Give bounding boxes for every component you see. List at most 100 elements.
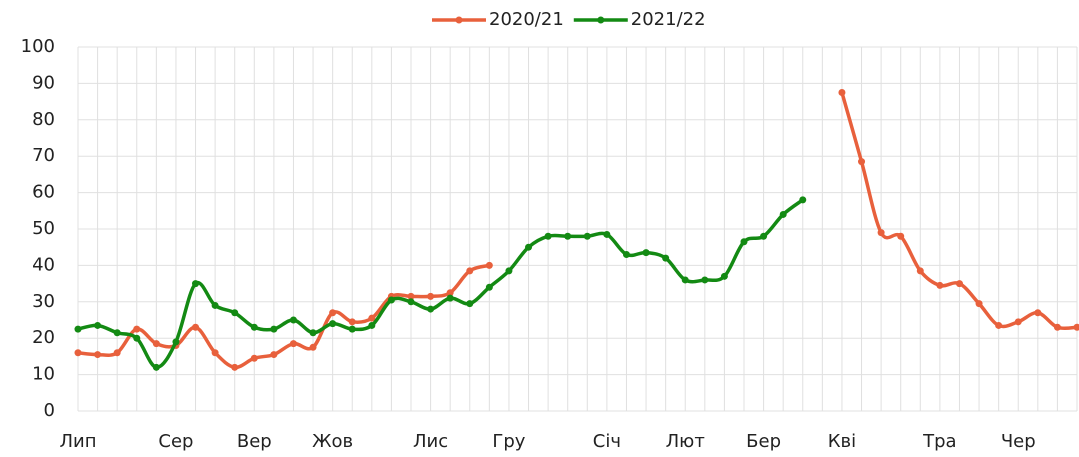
legend-marker (455, 16, 463, 24)
x-tick-label: Бер (746, 431, 781, 452)
point (368, 314, 376, 322)
point (427, 292, 435, 300)
point (466, 267, 474, 275)
point (192, 323, 200, 331)
point (133, 334, 141, 342)
x-tick-label: Кві (828, 431, 856, 452)
point (485, 283, 493, 291)
point (485, 261, 493, 269)
point (681, 276, 689, 284)
series-line (77, 198, 804, 370)
point (192, 280, 200, 288)
point (250, 354, 258, 362)
point (975, 300, 983, 308)
y-tick-label: 0 (44, 400, 55, 421)
point (113, 329, 121, 337)
point (94, 321, 102, 329)
point (897, 232, 905, 240)
y-tick-label: 50 (32, 218, 55, 239)
point (250, 323, 258, 331)
legend-marker (597, 16, 605, 24)
point (1014, 318, 1022, 326)
x-tick-label: Тра (922, 431, 956, 452)
point (407, 292, 415, 300)
point (858, 158, 866, 166)
point (995, 321, 1003, 329)
y-tick-label: 100 (21, 36, 55, 57)
y-tick-label: 80 (32, 109, 55, 130)
point (152, 363, 160, 371)
point (1034, 309, 1042, 317)
y-tick-label: 10 (32, 364, 55, 385)
point (662, 254, 670, 262)
point (838, 89, 846, 96)
point (1053, 323, 1061, 331)
point (955, 280, 963, 288)
point (1073, 323, 1079, 331)
x-tick-label: Чер (1001, 431, 1036, 452)
point (799, 196, 807, 204)
point (309, 329, 317, 337)
point (740, 238, 748, 246)
point (407, 298, 415, 306)
point (348, 325, 356, 333)
y-tick-label: 40 (32, 254, 55, 275)
point (387, 296, 395, 304)
y-tick-label: 60 (32, 182, 55, 203)
point (427, 305, 435, 313)
point (152, 340, 160, 348)
point (720, 272, 728, 280)
point (309, 343, 317, 351)
point (446, 289, 454, 297)
point (583, 232, 591, 240)
y-tick-label: 30 (32, 291, 55, 312)
x-tick-label: Гру (492, 431, 525, 452)
x-tick-label: Лют (666, 431, 705, 452)
x-tick-label: Вер (237, 431, 272, 452)
point (231, 363, 239, 371)
point (368, 321, 376, 329)
x-tick-label: Січ (593, 431, 621, 452)
point (701, 276, 709, 284)
point (466, 300, 474, 308)
point (525, 243, 533, 251)
point (289, 316, 297, 324)
point (916, 267, 924, 275)
point (211, 301, 219, 309)
point (113, 349, 121, 357)
point (94, 351, 102, 359)
point (74, 349, 82, 357)
x-tick-label: Лис (413, 431, 448, 452)
point (936, 281, 944, 289)
point (779, 210, 787, 218)
point (446, 294, 454, 302)
series-line (77, 263, 490, 370)
point (329, 320, 337, 328)
point (329, 309, 337, 317)
point (74, 325, 82, 333)
point (505, 267, 513, 275)
point (760, 232, 768, 240)
point (231, 309, 239, 317)
point (622, 250, 630, 258)
point (172, 338, 180, 346)
point (642, 249, 650, 257)
point (211, 349, 219, 357)
point (270, 325, 278, 333)
point (289, 340, 297, 348)
point (603, 230, 611, 238)
point (564, 232, 572, 240)
point (348, 318, 356, 326)
point (544, 232, 552, 240)
y-tick-label: 70 (32, 145, 55, 166)
legend-label: 2021/22 (631, 9, 706, 30)
x-tick-label: Лип (59, 431, 96, 452)
x-tick-label: Жов (312, 431, 353, 452)
x-tick-label: Сер (158, 431, 193, 452)
point (270, 351, 278, 359)
y-tick-label: 20 (32, 327, 55, 348)
y-tick-label: 90 (32, 72, 55, 93)
point (877, 229, 885, 237)
legend-label: 2020/21 (489, 9, 564, 30)
